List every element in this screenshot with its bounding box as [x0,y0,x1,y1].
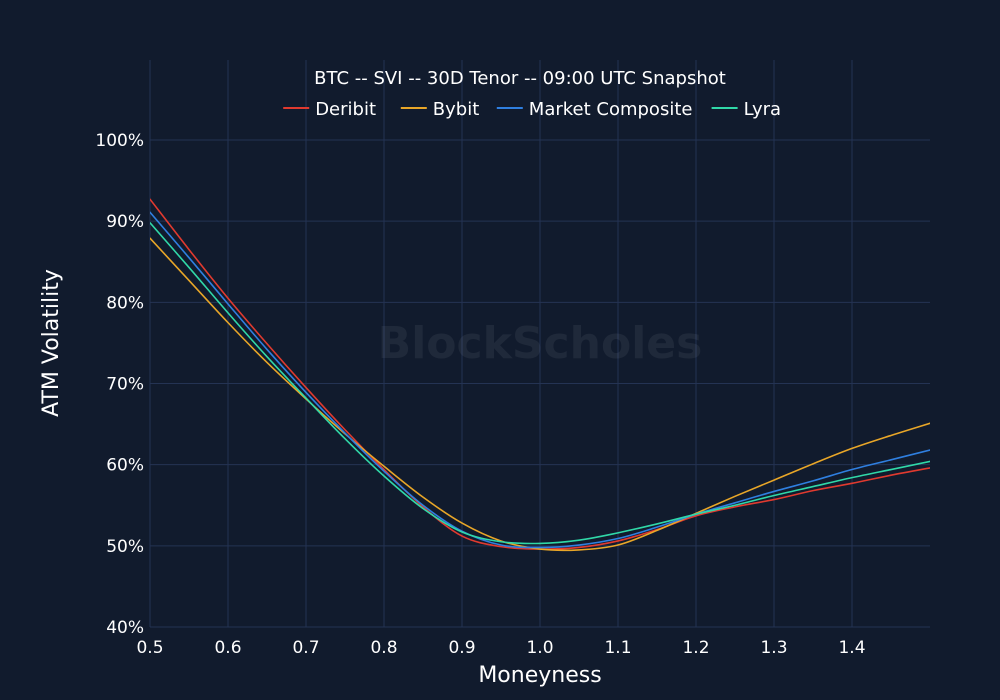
legend-item-lyra[interactable]: Lyra [711,99,781,120]
tick-layer: 40% 50% 60% 70% 80% 90% 100% 0.5 0.6 0.7 0.8 0.9 1.0… [95,131,865,658]
legend: Deribit Bybit Market Composite Lyra [283,99,781,120]
plot-area [150,198,930,552]
y-tick-label: 90% [106,212,144,232]
y-tick-label: 60% [106,456,144,476]
chart-title: BTC -- SVI -- 30D Tenor -- 09:00 UTC Sna… [314,68,726,89]
x-tick-label: 0.8 [370,638,397,658]
x-tick-label: 0.9 [448,638,475,658]
legend-item-market-composite[interactable]: Market Composite [496,99,693,120]
series-layer [150,198,930,552]
series-line-bybit [150,237,930,552]
series-line-lyra [150,221,930,545]
legend-label: Market Composite [529,99,693,120]
legend-label: Bybit [433,99,480,120]
series-line-market-composite [150,211,930,549]
legend-label: Lyra [744,99,781,120]
x-axis-title: Moneyness [478,663,601,688]
y-tick-label: 100% [95,131,144,151]
legend-item-deribit[interactable]: Deribit [283,99,376,120]
x-tick-label: 0.7 [292,638,319,658]
x-tick-label: 1.1 [604,638,631,658]
legend-label: Deribit [315,99,376,120]
x-tick-label: 1.0 [526,638,553,658]
x-tick-label: 0.6 [214,638,241,658]
y-tick-label: 70% [106,375,144,395]
x-tick-label: 1.3 [760,638,787,658]
x-tick-label: 1.4 [838,638,865,658]
y-tick-label: 40% [106,618,144,638]
y-axis-title: ATM Volatility [39,269,64,417]
y-tick-label: 80% [106,293,144,313]
legend-item-bybit[interactable]: Bybit [400,99,480,120]
y-tick-label: 50% [106,537,144,557]
x-tick-label: 1.2 [682,638,709,658]
watermark: BlockScholes [378,318,703,369]
x-tick-label: 0.5 [136,638,163,658]
